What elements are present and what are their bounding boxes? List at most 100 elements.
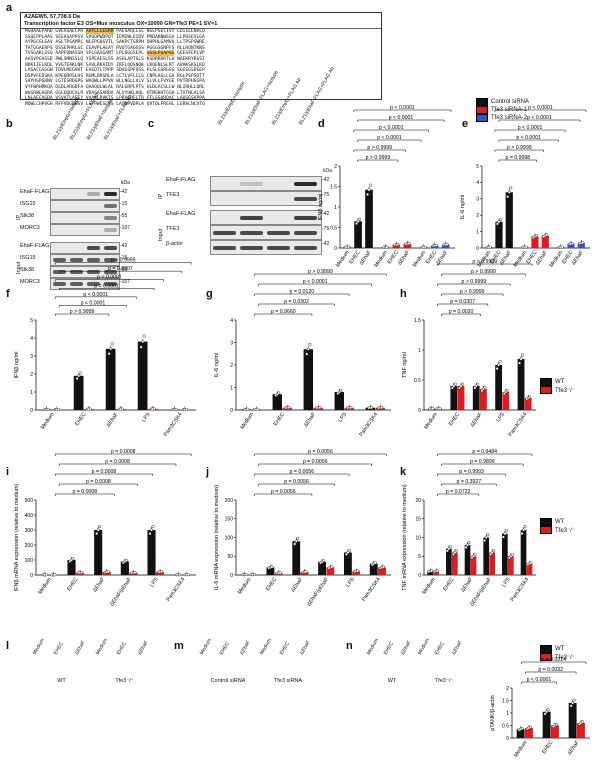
bar [318,561,327,575]
data-point [522,528,526,532]
legend-item: Tfe3⁻/⁻ [540,653,575,661]
blot-band [53,282,66,286]
blot-band [104,228,117,232]
x-tick-label: ΔEhaF [535,249,550,266]
x-tick-label: ΔEhaF [571,249,586,266]
p-bracket [254,313,313,316]
blot-strip [50,224,120,236]
data-point [110,342,114,346]
data-point [571,701,575,705]
y-tick-label: 1 [506,711,509,717]
data-point [570,242,574,246]
bar [502,392,510,410]
data-point [148,532,152,536]
bar [352,571,361,575]
p-bracket [437,283,511,286]
blot-strip [210,210,322,225]
kda-marker: -42 [120,189,128,195]
x-tick-label: Pam3CSK4 [358,412,379,438]
bar [369,563,378,575]
legend-item: Tfe3⁻/⁻ [540,386,575,394]
blot-strip [50,254,120,266]
data-point [80,571,84,575]
sequence-rows: MSHAAEPARD GVEASAECPR AVFLLLEERR PAESAQL… [21,29,381,107]
panel-label-b: b [6,118,13,130]
blot-band [104,192,117,196]
data-point [423,245,427,249]
blot-band [53,270,66,274]
p-bracket [54,453,192,456]
bar [452,552,458,575]
y-tick-label: 0 [418,408,421,414]
p-bracket [437,453,533,456]
x-tick-label: Medium [37,576,53,595]
p-value-label: p = 0.0056 [290,469,315,475]
blot-row-label: TFE3 [166,226,180,232]
data-point [186,573,190,577]
p-value-label: p < 0.0001 [389,115,414,121]
p-value-label: p > 0.9999 [472,259,497,265]
blot-band [267,245,290,250]
p-bracket [498,159,538,162]
data-point [520,727,524,731]
bar [266,567,275,575]
p-value-label: p > 0.9999 [70,309,95,315]
data-point [476,382,480,386]
bar [577,723,585,738]
bar [378,567,386,575]
blot-band [240,245,263,250]
p-value-label: p > 0.9999 [471,269,496,275]
legend-wt-h: WT Tfe3⁻/⁻ [540,378,575,394]
data-point [306,347,310,351]
y-tick-label: 5 [418,554,421,560]
p-bracket [494,149,544,152]
blot-band [87,192,100,196]
blot-band [240,181,263,186]
data-point [178,573,182,577]
p-value-label: p = 0.0008 [111,449,136,455]
blot-band [70,270,83,274]
y-axis-label: pTANK/β-actin [490,695,496,730]
data-point [152,407,156,411]
data-point [109,347,113,351]
data-point [581,241,585,245]
y-tick-label: 0.5 [330,225,337,231]
legend-label: Tfe3⁻/⁻ [555,527,576,534]
data-point [580,720,584,724]
bar [577,243,585,248]
p-value-label: p < 0.0001 [527,677,552,683]
blot-band [53,258,66,262]
x-tick-label: LPS [149,576,160,588]
p-bracket [258,483,335,486]
p-bracket [353,129,429,132]
data-point [77,374,81,378]
bar [105,348,116,410]
data-point [56,407,60,411]
data-point [458,386,462,390]
data-point [507,190,511,194]
bar [517,359,525,410]
p-value-label: p < 0.0001 [303,279,328,285]
data-point [133,571,137,575]
kda-marker: -55 [120,213,128,219]
y-tick-label: 2 [30,372,33,378]
sequence-row: AASVPGVGSD PWLSMNSSLQ YSPEAESLSS ASHLAPT… [25,56,205,62]
p-value-label: p < 0.0001 [527,115,552,121]
panel-label-a: a [6,2,13,14]
legend-wt-n: WT Tfe3⁻/⁻ [540,645,575,661]
data-point [370,406,374,410]
y-tick-label: 1.5 [330,184,337,190]
data-point [498,359,502,363]
p-bracket [58,288,155,291]
p-bracket [54,296,137,299]
blot-row-label: Stk38 [20,213,35,219]
bar [520,530,527,575]
data-point [445,549,449,553]
data-point [454,549,458,553]
y-axis-label: IFNβ ng/ml [14,351,20,378]
y-tick-label: 5 [30,318,33,324]
bar [354,221,362,248]
data-point [445,242,449,246]
legend-item: WT [540,645,575,653]
